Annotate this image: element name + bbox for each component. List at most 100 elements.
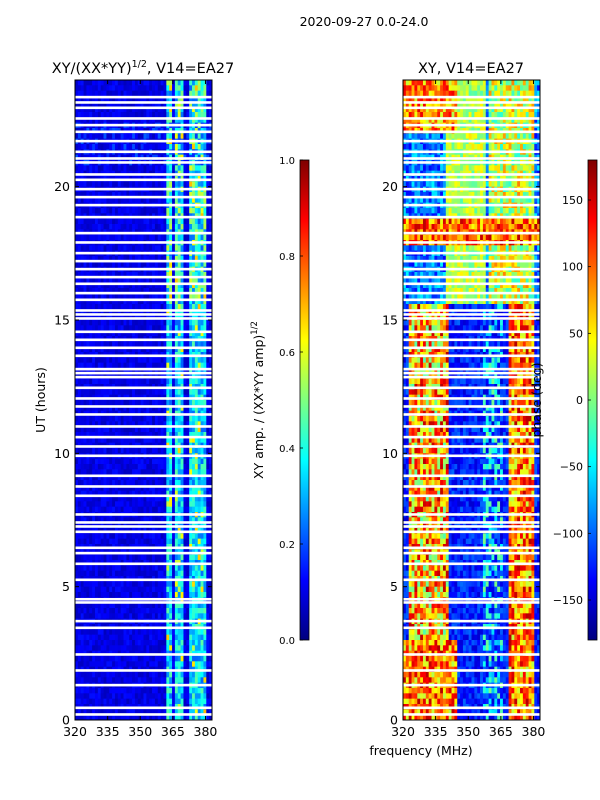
heatmap-cell [86,261,90,268]
heatmap-cell [123,480,127,486]
heatmap-cell [160,506,164,513]
heatmap-cell [80,378,84,385]
heatmap-cell [112,416,116,422]
heatmap-cell [146,474,150,481]
heatmap-cell [100,192,104,198]
heatmap-cell [140,224,144,230]
heatmap-cell [86,224,90,230]
heatmap-cell [183,485,187,492]
heatmap-cell [77,80,82,86]
heatmap-cell [197,405,201,412]
heatmap-cell [114,224,119,230]
heatmap-cell [83,357,87,364]
heatmap-cell [152,208,156,214]
heatmap-cell [189,389,193,396]
heatmap-cell [169,165,173,172]
heatmap-cell [146,480,150,486]
heatmap-cell [166,389,170,396]
heatmap-cell [97,288,102,294]
heatmap-cell [134,330,139,337]
heatmap-cell [80,469,84,476]
heatmap-cell [206,613,210,620]
heatmap-cell [120,256,124,262]
heatmap-cell [112,261,116,268]
heatmap-cell [117,533,122,540]
heatmap-cell [169,133,173,140]
heatmap-cell [109,405,113,412]
heatmap-cell [169,309,173,316]
heatmap-cell [143,485,147,492]
heatmap-cell [177,309,181,316]
heatmap-cell [186,325,190,332]
heatmap-cell [140,389,144,396]
heatmap-cell [123,90,127,97]
heatmap-cell [94,581,99,588]
heatmap-cell [166,325,170,332]
heatmap-cell [154,586,159,593]
heatmap-cell [163,218,167,225]
heatmap-cell [163,298,167,305]
heatmap-cell [143,586,147,593]
heatmap-cell [77,330,82,337]
heatmap-cell [157,101,162,108]
heatmap-cell [203,133,207,140]
heatmap-cell [177,144,181,150]
heatmap-cell [80,432,84,438]
heatmap-cell [137,416,142,422]
heatmap-cell [134,165,139,172]
heatmap-cell [94,490,99,497]
heatmap-cell [129,426,133,433]
heatmap-cell [160,192,164,198]
heatmap-cell [75,570,79,577]
heatmap-cell [200,592,204,598]
heatmap-cell [169,288,173,294]
heatmap-cell [80,245,84,252]
heatmap-cell [177,378,181,385]
heatmap-cell [97,432,102,438]
heatmap-cell [132,234,136,241]
heatmap-cell [89,197,93,204]
heatmap-cell [94,197,99,204]
heatmap-cell [126,112,130,118]
heatmap-cell [177,464,181,470]
heatmap-cell [75,80,79,86]
heatmap-cell [77,298,82,305]
heatmap-cell [157,570,162,577]
heatmap-cell [112,480,116,486]
heatmap-cell [97,117,102,124]
heatmap-cell [163,437,167,444]
heatmap-cell [140,304,144,310]
heatmap-cell [194,224,199,230]
heatmap-cell [160,181,164,188]
heatmap-cell [137,458,142,465]
heatmap-cell [103,261,107,268]
heatmap-cell [209,613,212,620]
heatmap-cell [120,432,124,438]
heatmap-cell [149,538,153,545]
heatmap-cell [77,320,82,326]
heatmap-cell [200,501,204,508]
heatmap-cell [103,96,107,102]
heatmap-cell [160,320,164,326]
heatmap-cell [80,293,84,300]
heatmap-cell [154,581,159,588]
heatmap-cell [166,416,170,422]
heatmap-cell [80,165,84,172]
heatmap-cell [177,469,181,476]
heatmap-cell [192,432,196,438]
heatmap-cell [203,490,207,497]
heatmap-cell [103,144,107,150]
heatmap-cell [177,533,181,540]
heatmap-cell [186,469,190,476]
heatmap-cell [109,490,113,497]
heatmap-cell [83,192,87,198]
heatmap-cell [177,106,181,113]
heatmap-cell [194,421,199,428]
heatmap-cell [103,592,107,598]
heatmap-cell [134,368,139,374]
heatmap-cell [97,261,102,268]
heatmap-cell [137,224,142,230]
heatmap-cell [103,218,107,225]
heatmap-cell [157,458,162,465]
heatmap-cell [126,234,130,241]
